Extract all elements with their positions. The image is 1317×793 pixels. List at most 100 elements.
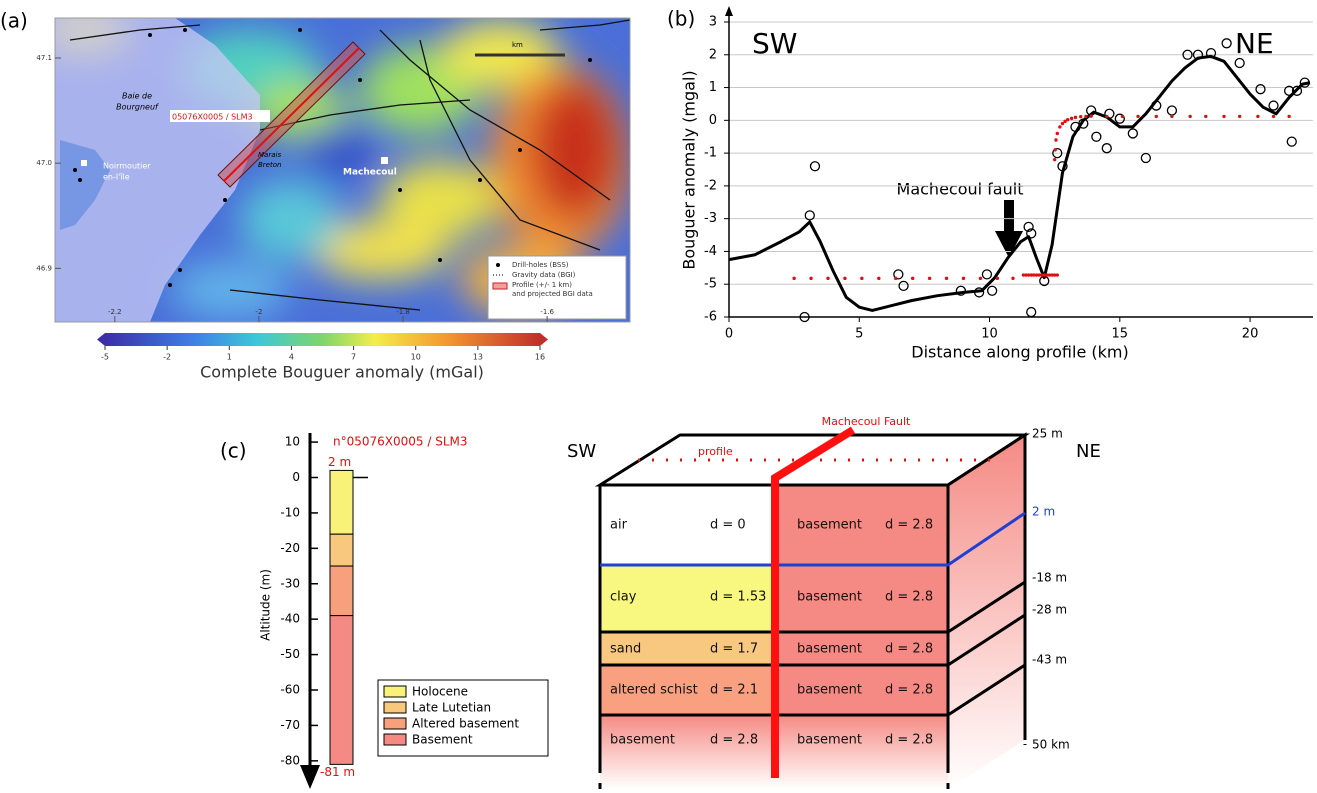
map-label: 05076X0005 / SLM3: [172, 113, 253, 122]
model-point: [927, 276, 932, 281]
lon-tick-label: -1.6: [540, 308, 554, 316]
model-point: [1188, 114, 1192, 119]
colorbar-arrow: [540, 333, 548, 346]
y-tick-label: -3: [704, 211, 717, 226]
block-text: d = 1.7: [710, 642, 758, 657]
model-point: [1024, 273, 1028, 277]
model-point: [1105, 114, 1109, 119]
block-text: air: [610, 518, 628, 533]
observed-point: [1057, 161, 1068, 172]
legend-swatch: [383, 717, 407, 730]
depth-label: -28 m: [1032, 603, 1067, 617]
fault-label: Machecoul Fault: [822, 415, 911, 428]
model-point: [944, 276, 949, 281]
model-point: [1120, 114, 1125, 119]
observed-point: [1091, 131, 1102, 142]
model-point: [1287, 114, 1291, 119]
altitude-arrow: [300, 765, 320, 789]
observed-point: [981, 269, 993, 280]
observed-point: [799, 311, 810, 323]
observed-point: [1104, 108, 1115, 119]
y-tick-label: -5: [704, 277, 717, 292]
observed-point: [1052, 147, 1063, 159]
observed-point: [809, 161, 821, 172]
altitude-tick-label: -60: [280, 683, 300, 697]
depth-label: -18 m: [1032, 571, 1067, 585]
colorbar-tick-label: -2: [163, 353, 171, 362]
altitude-tick-label: -80: [280, 753, 300, 767]
block-text: d = 0: [710, 518, 746, 533]
colorbar-tick-label: 7: [351, 353, 356, 362]
model-point: [1079, 115, 1083, 119]
model-point: [1047, 273, 1052, 277]
model-point: [1060, 121, 1065, 126]
block-text: altered schist: [610, 683, 698, 698]
block-label: NE: [1076, 441, 1101, 462]
observed-point: [1286, 136, 1297, 147]
y-tick-label: 0: [709, 113, 717, 128]
model-point: [1050, 273, 1054, 277]
observed-point: [1023, 221, 1034, 233]
panel-label: (b): [667, 7, 695, 31]
block-text: basement: [797, 683, 862, 698]
legend-text: Basement: [412, 733, 473, 747]
legend-swatch: [383, 685, 407, 698]
model-line: [728, 54, 1311, 312]
block-text: d = 2.1: [710, 683, 758, 698]
legend-text: Late Lutetian: [412, 701, 491, 715]
depth-label: 2 m: [1032, 505, 1055, 519]
observed-point: [1205, 47, 1217, 59]
observed-point: [1140, 152, 1152, 164]
x-tick-label: 15: [1112, 327, 1129, 342]
x-tick-label: 5: [855, 327, 863, 342]
observed-point: [955, 285, 967, 296]
map-label: Baie de: [122, 92, 152, 101]
block-text: basement: [610, 733, 675, 748]
model-point: [1222, 114, 1226, 119]
x-axis-label: Distance along profile (km): [911, 343, 1128, 362]
legend-swatch: [383, 733, 407, 746]
colorbar: [105, 333, 540, 346]
map-label: Noirmoutier: [103, 162, 151, 171]
observed-point: [1284, 85, 1295, 96]
block-text: basement: [797, 590, 862, 605]
model-point: [1052, 157, 1057, 162]
colorbar-tick-label: 4: [289, 353, 294, 362]
map-label: en-l'île: [103, 173, 130, 182]
model-point: [1055, 131, 1059, 136]
model-point: [1055, 273, 1059, 277]
model-point: [1029, 273, 1033, 277]
block-text: d = 2.8: [885, 683, 933, 698]
altitude-tick-label: -10: [280, 505, 300, 519]
y-tick-label: -1: [704, 146, 717, 161]
observed-point: [1101, 143, 1112, 154]
y-tick-label: -4: [704, 244, 717, 259]
lat-tick-label: 46.9: [36, 264, 52, 272]
altitude-tick-label: 0: [292, 470, 300, 484]
map-label: Marais: [258, 151, 281, 159]
model-point: [1011, 276, 1015, 281]
altitude-tick-label: 10: [285, 435, 300, 449]
model-point: [1021, 273, 1026, 277]
block-text: basement: [797, 518, 862, 533]
model-point: [1073, 115, 1078, 120]
profile-label: profile: [698, 445, 733, 458]
block-text: basement: [797, 733, 862, 748]
model-point: [1052, 273, 1057, 277]
lon-tick-label: -2.2: [108, 308, 122, 316]
block-text: d = 2.8: [885, 518, 933, 533]
block-text: d = 2.8: [710, 733, 758, 748]
legend-swatch: [383, 701, 407, 714]
well-label-bg: [170, 110, 270, 122]
model-point: [1069, 116, 1074, 121]
colorbar-tick-label: 1: [227, 353, 232, 362]
map-label: Breton: [258, 161, 281, 169]
model-point: [1065, 117, 1070, 122]
block-text: d = 2.8: [885, 733, 933, 748]
model-point: [910, 276, 915, 281]
altitude-tick-label: -30: [280, 576, 300, 590]
observed-point: [1166, 105, 1178, 116]
block-text: sand: [610, 642, 641, 657]
observed-point: [1192, 49, 1204, 60]
